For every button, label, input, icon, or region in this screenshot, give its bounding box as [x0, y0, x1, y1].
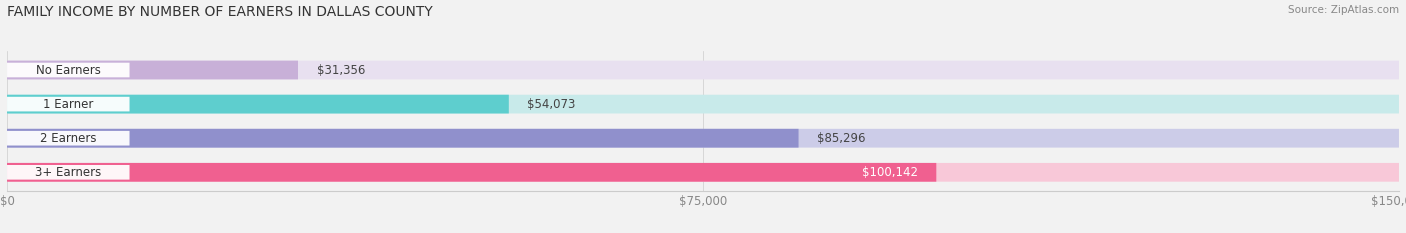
- Text: 2 Earners: 2 Earners: [39, 132, 97, 145]
- FancyBboxPatch shape: [7, 61, 1399, 79]
- Text: No Earners: No Earners: [35, 64, 101, 76]
- FancyBboxPatch shape: [7, 61, 298, 79]
- FancyBboxPatch shape: [7, 97, 129, 111]
- FancyBboxPatch shape: [7, 163, 1399, 182]
- FancyBboxPatch shape: [7, 63, 129, 77]
- Text: $54,073: $54,073: [527, 98, 575, 111]
- FancyBboxPatch shape: [7, 95, 509, 113]
- FancyBboxPatch shape: [7, 129, 1399, 147]
- Text: FAMILY INCOME BY NUMBER OF EARNERS IN DALLAS COUNTY: FAMILY INCOME BY NUMBER OF EARNERS IN DA…: [7, 5, 433, 19]
- Text: $100,142: $100,142: [862, 166, 918, 179]
- FancyBboxPatch shape: [7, 131, 129, 146]
- Text: $85,296: $85,296: [817, 132, 866, 145]
- FancyBboxPatch shape: [7, 165, 129, 180]
- Text: Source: ZipAtlas.com: Source: ZipAtlas.com: [1288, 5, 1399, 15]
- FancyBboxPatch shape: [7, 95, 1399, 113]
- FancyBboxPatch shape: [7, 129, 799, 147]
- FancyBboxPatch shape: [7, 163, 936, 182]
- Text: $31,356: $31,356: [316, 64, 366, 76]
- Text: 1 Earner: 1 Earner: [44, 98, 93, 111]
- Text: 3+ Earners: 3+ Earners: [35, 166, 101, 179]
